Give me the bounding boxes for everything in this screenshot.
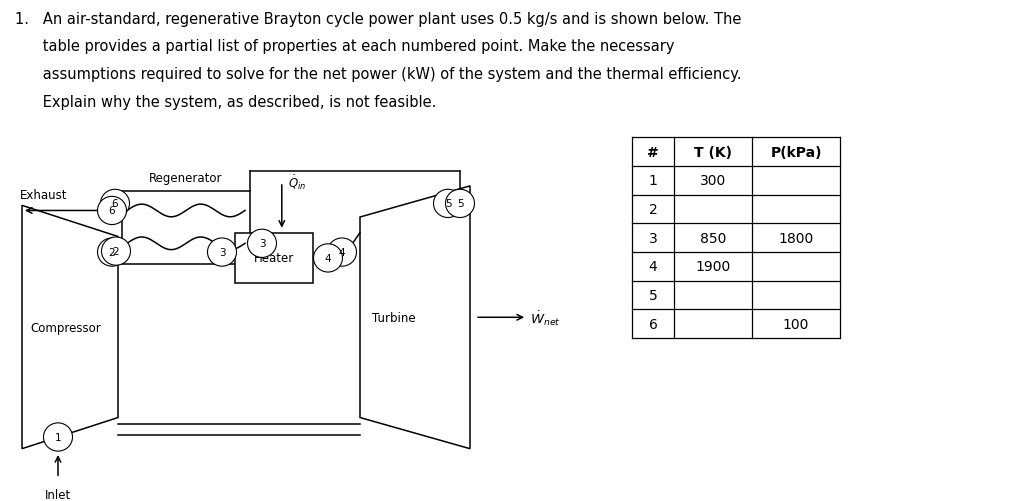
Text: Exhaust: Exhaust: [20, 188, 68, 201]
Text: T (K): T (K): [694, 145, 732, 159]
Text: 1: 1: [54, 432, 61, 442]
Text: 6: 6: [109, 206, 116, 216]
Text: 5: 5: [648, 289, 657, 303]
Text: 300: 300: [699, 174, 726, 188]
Text: assumptions required to solve for the net power (kW) of the system and the therm: assumptions required to solve for the ne…: [15, 67, 741, 82]
Circle shape: [43, 423, 73, 451]
Circle shape: [445, 190, 474, 218]
Text: 3: 3: [259, 239, 265, 249]
Text: #: #: [647, 145, 658, 159]
Text: 4: 4: [325, 254, 332, 264]
Circle shape: [433, 190, 463, 218]
Text: 6: 6: [112, 199, 119, 209]
Polygon shape: [22, 206, 118, 449]
Text: Heater: Heater: [254, 252, 294, 265]
Text: 2: 2: [109, 247, 116, 258]
Text: 1800: 1800: [778, 231, 814, 245]
Polygon shape: [360, 186, 470, 449]
Text: Turbine: Turbine: [372, 311, 416, 324]
Text: Compressor: Compressor: [30, 321, 100, 334]
Circle shape: [97, 197, 127, 225]
Text: Regenerator: Regenerator: [150, 171, 223, 184]
Text: P(kPa): P(kPa): [770, 145, 821, 159]
Text: $\dot{W}_{net}$: $\dot{W}_{net}$: [530, 308, 561, 327]
Text: 1.   An air-standard, regenerative Brayton cycle power plant uses 0.5 kg/s and i: 1. An air-standard, regenerative Brayton…: [15, 12, 741, 27]
Text: 100: 100: [782, 317, 809, 331]
Text: 3: 3: [219, 247, 225, 258]
Text: 4: 4: [648, 260, 657, 274]
Circle shape: [313, 244, 342, 273]
Text: 850: 850: [699, 231, 726, 245]
Text: 2: 2: [113, 246, 120, 257]
Text: 6: 6: [648, 317, 657, 331]
Text: 3: 3: [648, 231, 657, 245]
Text: 5: 5: [457, 199, 463, 209]
Text: 1900: 1900: [695, 260, 731, 274]
Circle shape: [248, 230, 276, 258]
Circle shape: [328, 238, 356, 267]
Text: 4: 4: [339, 247, 345, 258]
Text: Explain why the system, as described, is not feasible.: Explain why the system, as described, is…: [15, 95, 436, 110]
Circle shape: [208, 238, 237, 267]
Bar: [122, 191, 250, 264]
Bar: [234, 233, 313, 284]
Text: 5: 5: [444, 199, 452, 209]
Circle shape: [100, 190, 129, 218]
Text: $\dot{Q}_{in}$: $\dot{Q}_{in}$: [288, 173, 306, 192]
Text: table provides a partial list of properties at each numbered point. Make the nec: table provides a partial list of propert…: [15, 40, 675, 54]
Text: 2: 2: [648, 202, 657, 216]
Circle shape: [101, 237, 130, 266]
Text: Inlet: Inlet: [45, 488, 71, 501]
Circle shape: [97, 238, 127, 267]
Text: 1: 1: [648, 174, 657, 188]
